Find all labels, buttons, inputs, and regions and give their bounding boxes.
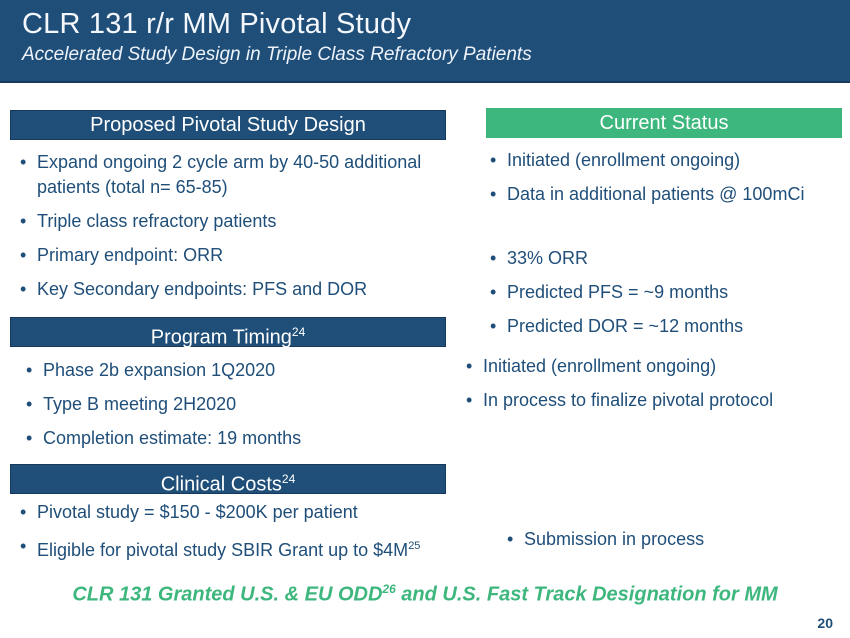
designation-note: CLR 131 Granted U.S. & EU ODD26 and U.S.… — [0, 582, 850, 607]
section-header-program-timing: Program Timing24 — [10, 317, 446, 349]
slide-title: CLR 131 r/r MM Pivotal Study — [22, 8, 412, 40]
section-header-proposed-pivotal-study-design: Proposed Pivotal Study Design — [10, 110, 446, 140]
status-bullet-list-protocol: Initiated (enrollment ongoing) In process… — [466, 354, 840, 422]
bullet-item: Expand ongoing 2 cycle arm by 40-50 addi… — [20, 150, 448, 200]
bullet-item: Predicted PFS = ~9 months — [490, 280, 840, 305]
section-header-current-status: Current Status — [486, 108, 842, 138]
bullet-item: Eligible for pivotal study SBIR Grant up… — [20, 534, 470, 563]
slide-subtitle: Accelerated Study Design in Triple Class… — [22, 44, 532, 65]
section-header-label: Current Status — [599, 112, 729, 134]
bullet-item: Predicted DOR = ~12 months — [490, 314, 840, 339]
timing-bullet-list: Phase 2b expansion 1Q2020 Type B meeting … — [26, 358, 446, 460]
bullet-item: Data in additional patients @ 100mCi — [490, 182, 840, 207]
bullet-item: Initiated (enrollment ongoing) — [466, 354, 840, 379]
bullet-item: Triple class refractory patients — [20, 209, 448, 234]
bullet-item: Initiated (enrollment ongoing) — [490, 148, 840, 173]
section-header-label: Clinical Costs — [160, 473, 282, 496]
bullet-item: Type B meeting 2H2020 — [26, 392, 446, 417]
costs-bullet-list: Pivotal study = $150 - $200K per patient… — [20, 500, 470, 572]
footnote-ref: 24 — [281, 472, 296, 486]
bullet-item: Phase 2b expansion 1Q2020 — [26, 358, 446, 383]
design-bullet-list: Expand ongoing 2 cycle arm by 40-50 addi… — [20, 150, 448, 311]
status-bullet-list-results: 33% ORR Predicted PFS = ~9 months Predicte… — [490, 246, 840, 348]
page-number: 20 — [817, 615, 833, 631]
status-bullet-list-submission: Submission in process — [507, 527, 827, 561]
bullet-item: 33% ORR — [490, 246, 840, 271]
footnote-ref: 25 — [408, 540, 421, 552]
footnote-ref: 24 — [291, 325, 306, 339]
designation-note-text: CLR 131 Granted U.S. & EU ODD — [72, 583, 383, 606]
header-band: CLR 131 r/r MM Pivotal Study Accelerated… — [0, 0, 850, 83]
section-header-label: Program Timing — [150, 326, 292, 349]
status-bullet-list-enrollment: Initiated (enrollment ongoing) Data in ad… — [490, 148, 840, 216]
section-header-label: Proposed Pivotal Study Design — [90, 114, 366, 136]
bullet-item: In process to finalize pivotal protocol — [466, 388, 840, 413]
bullet-item: Completion estimate: 19 months — [26, 426, 446, 451]
bullet-item: Submission in process — [507, 527, 827, 552]
bullet-item: Key Secondary endpoints: PFS and DOR — [20, 277, 448, 302]
bullet-item: Primary endpoint: ORR — [20, 243, 448, 268]
footnote-ref: 26 — [382, 582, 396, 596]
section-header-clinical-costs: Clinical Costs24 — [10, 464, 446, 496]
bullet-item: Pivotal study = $150 - $200K per patient — [20, 500, 470, 525]
designation-note-text: and U.S. Fast Track Designation for MM — [395, 583, 778, 606]
